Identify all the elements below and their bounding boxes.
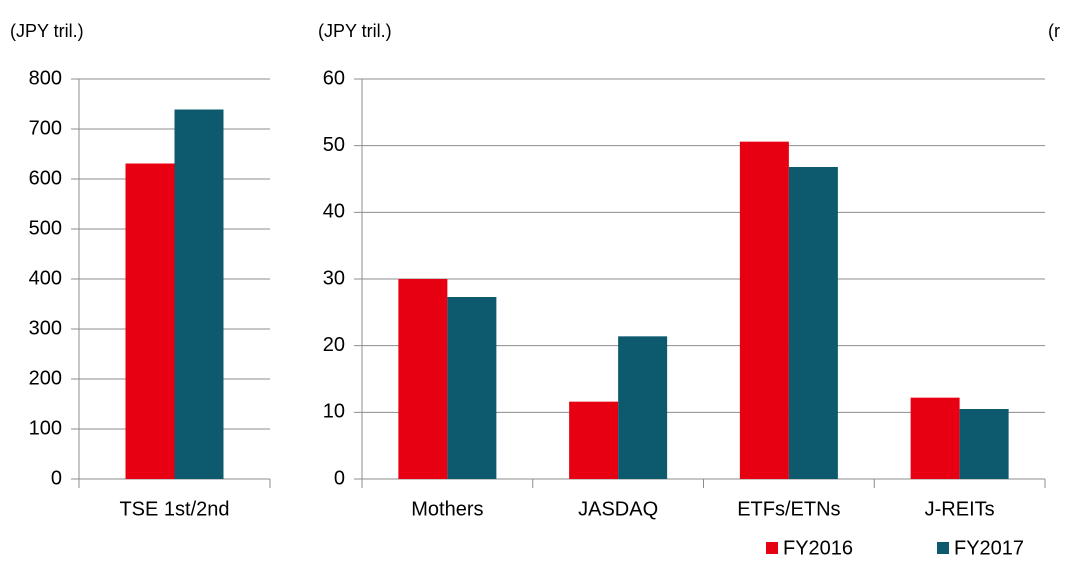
y-tick-label: 0 [51,467,62,489]
y-tick-label: 300 [29,317,62,339]
unit-label: (JPY tril.) [10,21,84,41]
bar [398,279,448,479]
x-tick-label: JASDAQ [578,498,658,520]
y-tick-label: 20 [323,334,345,356]
legend-label: FY2016 [783,537,853,559]
y-tick-label: 800 [29,67,62,89]
y-tick-label: 40 [323,201,345,223]
y-tick-label: 100 [29,417,62,439]
y-tick-label: 400 [29,267,62,289]
unit-label: (JPY tril.) [318,21,392,41]
bar [569,401,619,479]
bar [910,397,960,479]
bar [959,409,1009,479]
x-tick-label: J-REITs [925,498,995,520]
y-tick-label: 60 [323,67,345,89]
y-tick-label: 200 [29,367,62,389]
bar [125,163,175,479]
bar [447,297,497,479]
y-tick-label: 30 [323,267,345,289]
legend-label: FY2017 [954,537,1024,559]
y-tick-label: 600 [29,167,62,189]
bar [618,336,668,479]
x-tick-label: TSE 1st/2nd [119,498,229,520]
bar [788,167,838,479]
y-tick-label: 700 [29,117,62,139]
y-tick-label: 0 [334,467,345,489]
legend-swatch [937,542,949,554]
x-tick-label: Mothers [411,498,483,520]
bar [174,109,224,479]
bar [739,141,789,479]
legend-swatch [766,542,778,554]
y-tick-label: 500 [29,217,62,239]
clipped-unit-label: (r [1048,21,1060,41]
x-tick-label: ETFs/ETNs [737,498,840,520]
y-tick-label: 50 [323,134,345,156]
y-tick-label: 10 [323,401,345,423]
